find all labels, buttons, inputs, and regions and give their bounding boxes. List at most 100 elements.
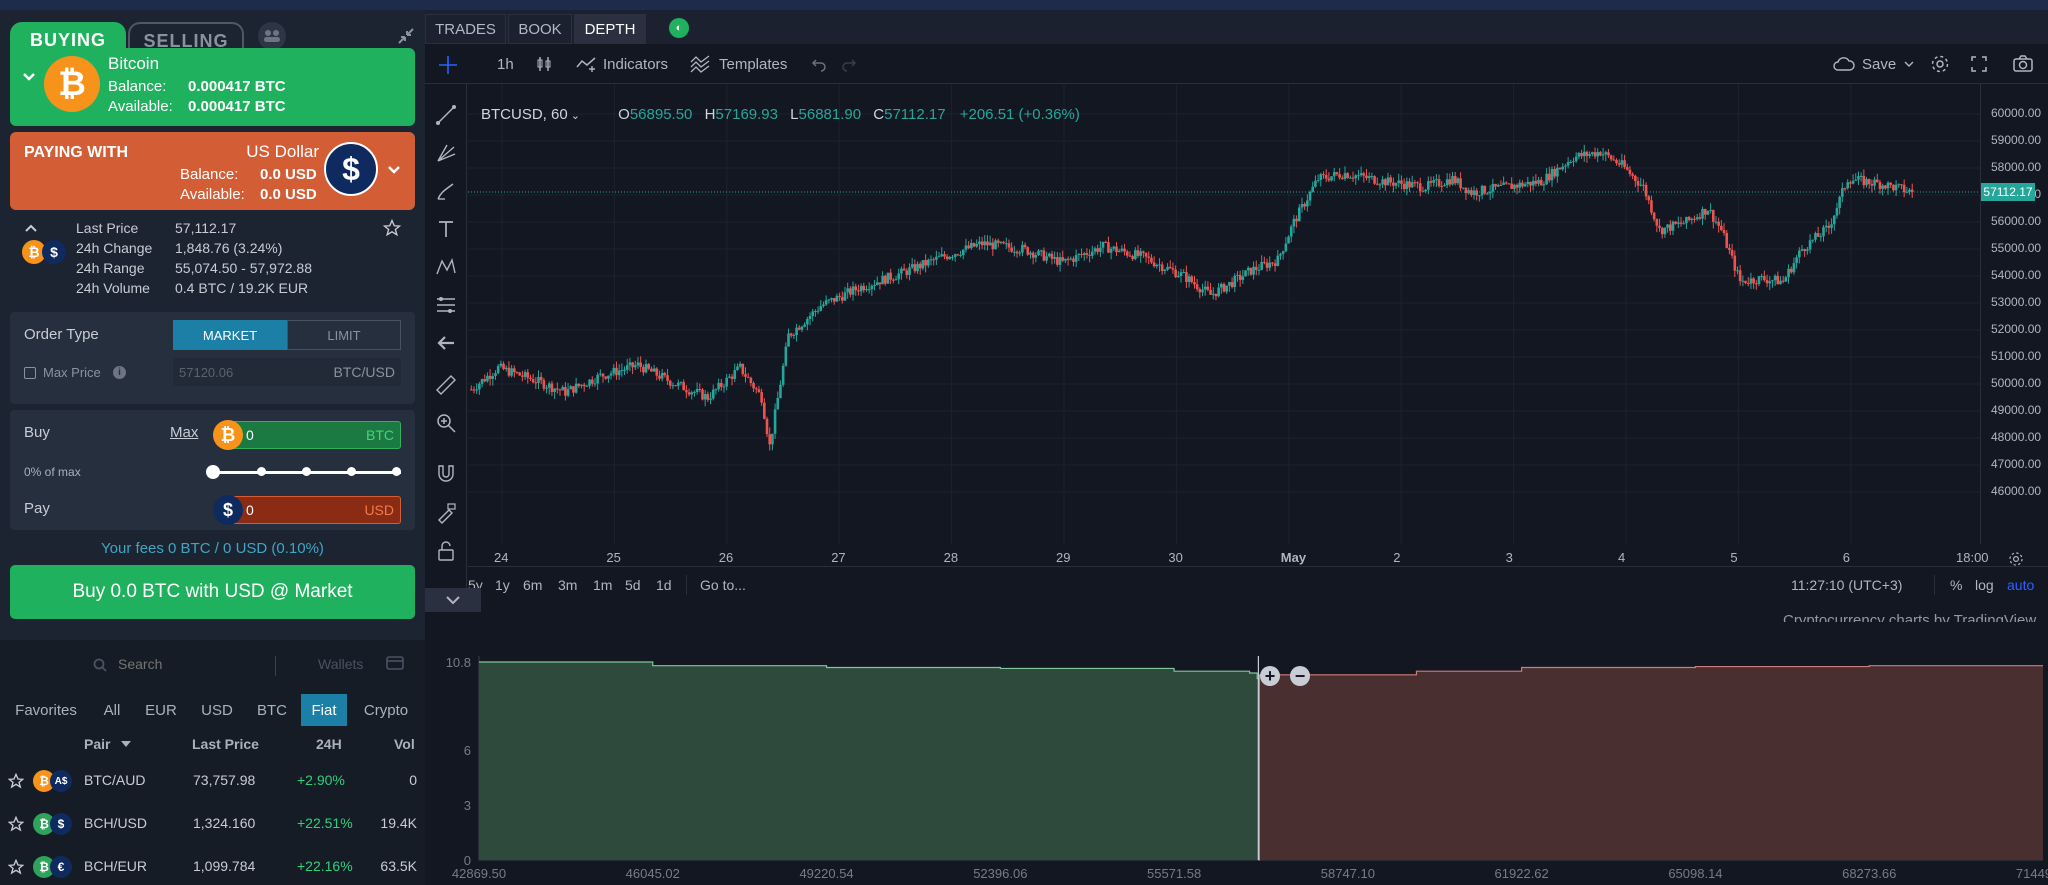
tab-selling[interactable]: SELLING <box>128 22 244 58</box>
candle <box>1349 177 1352 179</box>
palette-icon[interactable]: ◐ <box>669 18 689 38</box>
chevron-down-icon[interactable] <box>1904 60 1914 68</box>
price-label: 48000.00 <box>1991 430 2042 444</box>
pitchfork-icon[interactable] <box>435 142 457 164</box>
candle <box>1717 221 1720 226</box>
range-1d[interactable]: 1d <box>656 577 672 593</box>
table-row[interactable]: ₿ € BCH/EUR 1,099.784 +22.16% 63.5K <box>0 845 425 885</box>
zoom-in-icon[interactable] <box>435 412 457 434</box>
depth-chart[interactable]: 10.8 6 3 0 42869.50 46045.02 49220.54 52396.06 5… <box>425 622 2048 885</box>
buy-market-button[interactable]: Buy 0.0 BTC with USD @ Market <box>10 565 415 619</box>
max-link[interactable]: Max <box>170 424 199 441</box>
limit-button[interactable]: LIMIT <box>287 320 401 350</box>
interval-selector[interactable]: 1h <box>497 56 514 73</box>
market-tab-fiat[interactable]: Fiat <box>301 694 347 726</box>
header-last-price[interactable]: Last Price <box>192 736 259 752</box>
log-scale-button[interactable]: log <box>1975 577 1994 593</box>
buying-asset-card[interactable]: ₿ Bitcoin Balance: 0.000417 BTC Availabl… <box>10 48 415 126</box>
candles <box>470 144 1914 451</box>
prediction-icon[interactable] <box>435 294 457 316</box>
users-icon[interactable] <box>258 22 286 50</box>
clock[interactable]: 11:27:10 (UTC+3) <box>1791 577 1903 593</box>
redo-icon[interactable] <box>841 56 857 72</box>
lock-drawing-icon[interactable] <box>435 502 457 524</box>
candles-icon[interactable] <box>535 55 553 73</box>
slider-handle[interactable] <box>206 465 220 479</box>
settings-icon[interactable] <box>1930 54 1950 74</box>
amount-slider[interactable] <box>206 465 401 479</box>
star-icon[interactable] <box>383 219 401 237</box>
candle <box>639 362 642 368</box>
collapse-icon[interactable] <box>396 26 416 46</box>
market-button[interactable]: MARKET <box>173 320 287 350</box>
candle <box>596 374 599 384</box>
market-tab-eur[interactable]: EUR <box>145 701 177 719</box>
range-1m[interactable]: 1m <box>593 577 613 593</box>
range-1y[interactable]: 1y <box>495 577 510 593</box>
candle <box>771 433 774 445</box>
magnet-icon[interactable] <box>435 462 457 484</box>
fullscreen-icon[interactable] <box>1970 55 1988 73</box>
table-row[interactable]: ₿ $ BCH/USD 1,324.160 +22.51% 19.4K <box>0 802 425 844</box>
wallet-icon[interactable] <box>386 655 404 671</box>
info-icon[interactable]: i <box>113 366 126 379</box>
crosshair-icon[interactable] <box>437 54 459 76</box>
zoom-in-icon[interactable]: + <box>1260 666 1280 686</box>
star-icon[interactable] <box>8 859 24 875</box>
candle <box>838 295 841 297</box>
percent-scale-button[interactable]: % <box>1950 577 1963 593</box>
tab-depth[interactable]: DEPTH <box>574 14 646 44</box>
goto-button[interactable]: Go to... <box>700 577 746 593</box>
tab-trades[interactable]: TRADES <box>425 14 506 44</box>
zoom-out-icon[interactable]: − <box>1290 666 1310 686</box>
unlock-icon[interactable] <box>435 540 457 562</box>
header-24h[interactable]: 24H <box>316 736 342 752</box>
candle <box>738 363 742 367</box>
ruler-icon[interactable] <box>435 374 457 396</box>
candle <box>1195 284 1199 290</box>
pay-amount-input[interactable]: 0 USD <box>225 496 401 524</box>
candle <box>687 392 691 395</box>
market-tab-all[interactable]: All <box>103 701 121 719</box>
candlestick-chart[interactable] <box>468 84 1980 544</box>
collapse-chart-button[interactable] <box>425 588 481 612</box>
tab-book[interactable]: BOOK <box>508 14 572 44</box>
range-3m[interactable]: 3m <box>558 577 578 593</box>
wallets-label[interactable]: Wallets <box>318 656 364 672</box>
undo-icon[interactable] <box>811 56 827 72</box>
arrow-left-icon[interactable] <box>435 332 457 354</box>
indicators-button[interactable]: Indicators <box>603 56 669 73</box>
market-tab-usd[interactable]: USD <box>201 701 233 719</box>
save-button[interactable]: Save <box>1862 56 1897 73</box>
range-6m[interactable]: 6m <box>523 577 543 593</box>
trend-line-icon[interactable] <box>435 104 457 126</box>
header-pair[interactable]: Pair <box>84 736 111 752</box>
market-tab-crypto[interactable]: Crypto <box>363 701 409 719</box>
market-tab-favorites[interactable]: Favorites <box>15 701 77 719</box>
star-icon[interactable] <box>8 816 24 832</box>
pattern-icon[interactable] <box>435 256 457 278</box>
paying-asset-card[interactable]: PAYING WITH US Dollar Balance: 0.0 USD A… <box>10 132 415 210</box>
table-row[interactable]: ₿ A$ BTC/AUD 73,757.98 +2.90% 0 <box>0 759 425 801</box>
row-pair: BCH/USD <box>84 815 148 831</box>
camera-icon[interactable] <box>2012 54 2034 74</box>
chevron-up-icon[interactable] <box>24 223 38 233</box>
star-icon[interactable] <box>8 773 24 789</box>
market-tab-btc[interactable]: BTC <box>257 701 287 719</box>
brush-icon[interactable] <box>435 180 457 202</box>
max-price-checkbox[interactable] <box>24 367 36 379</box>
candle <box>849 288 852 295</box>
auto-scale-button[interactable]: auto <box>2007 577 2035 593</box>
candle <box>1109 248 1113 253</box>
range-5d[interactable]: 5d <box>625 577 641 593</box>
legend-symbol[interactable]: BTCUSD, 60 <box>481 106 568 123</box>
price-axis[interactable]: 60000.0059000.0058000.0057000.0056000.00… <box>1980 84 2048 544</box>
settings-icon[interactable] <box>2008 551 2024 567</box>
templates-button[interactable]: Templates <box>719 56 788 73</box>
buy-amount-input[interactable]: 0 BTC <box>225 421 401 449</box>
candle <box>1306 200 1309 207</box>
max-price-input[interactable]: 57120.06 BTC/USD <box>173 358 401 386</box>
header-vol[interactable]: Vol <box>394 736 415 752</box>
market-search-input[interactable] <box>118 650 268 678</box>
text-icon[interactable] <box>435 218 457 240</box>
